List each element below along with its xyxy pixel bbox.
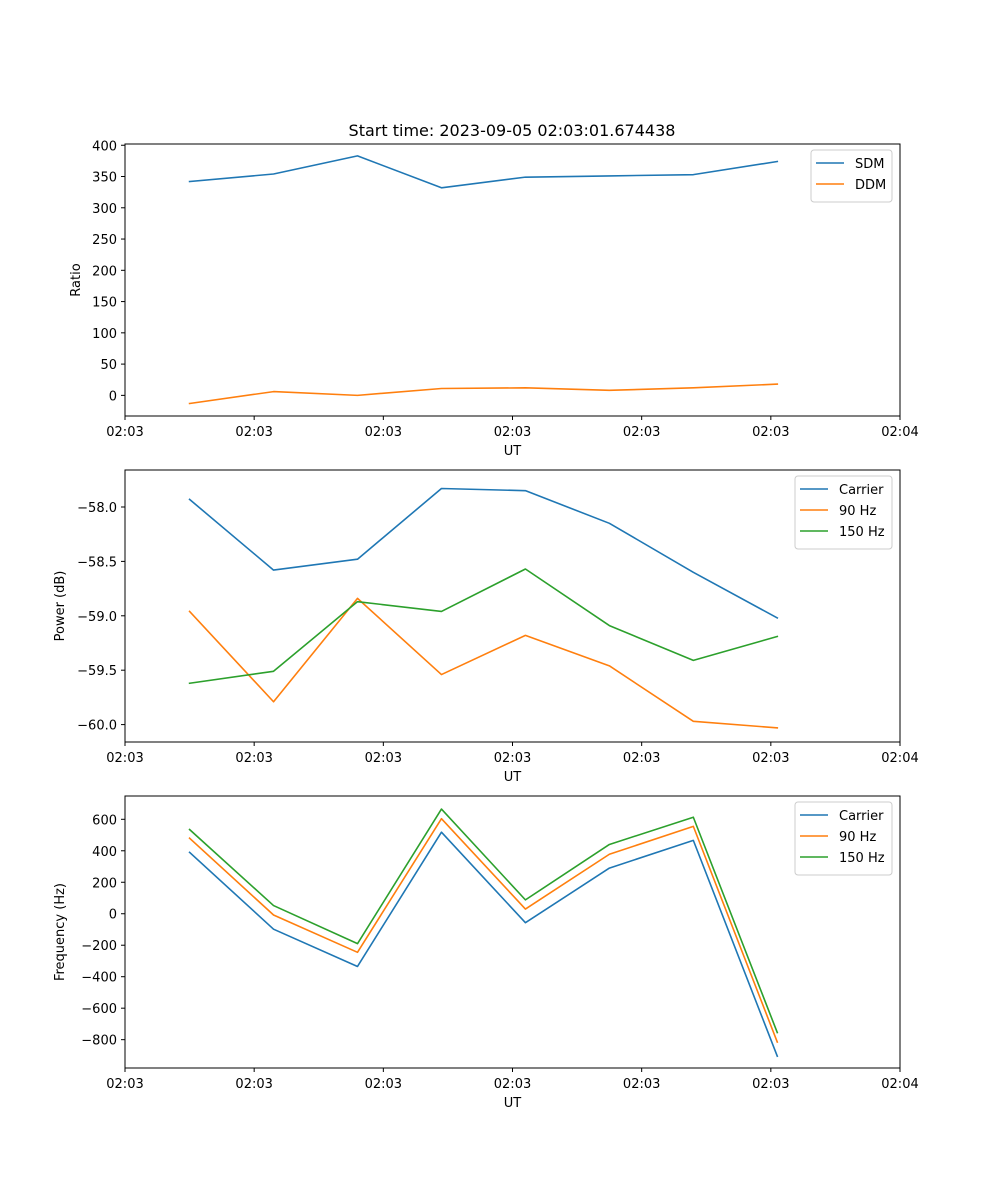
- ratio-y-tick-label: 50: [100, 358, 117, 373]
- ratio-panel: 02:03 02:03 02:03 02:03 02:03 02:03 02:04 0 50 10…: [69, 139, 919, 459]
- ratio-legend-label-sdm: SDM: [855, 157, 884, 172]
- power-x-tick-label: 02:03: [365, 751, 402, 766]
- ratio-y-tick-label: 0: [109, 389, 117, 404]
- frequency-series-90-hz-line: [188, 817, 779, 1044]
- frequency-x-tick-label: 02:03: [106, 1077, 143, 1092]
- power-y-tick-label: −60.0: [77, 719, 117, 734]
- ratio-x-axis-label: UT: [504, 444, 522, 459]
- ratio-x-tick-label: 02:03: [235, 425, 272, 440]
- power-x-tick-label: 02:03: [235, 751, 272, 766]
- power-x-tick-label: 02:03: [623, 751, 660, 766]
- ratio-axes-frame: [124, 143, 901, 417]
- frequency-y-tick-label: −800: [81, 1034, 117, 1049]
- frequency-y-tick-label: −400: [81, 971, 117, 986]
- ratio-y-tick-label: 200: [92, 264, 117, 279]
- frequency-x-tick-label: 02:03: [494, 1077, 531, 1092]
- power-x-axis-label: UT: [504, 770, 522, 785]
- ratio-y-axis-label: Ratio: [69, 263, 84, 296]
- frequency-y-axis-label: Frequency (Hz): [53, 883, 68, 981]
- frequency-panel: 02:03 02:03 02:03 02:03 02:03 02:03 02:04 −800 −…: [53, 795, 919, 1111]
- frequency-x-axis-label: UT: [504, 1096, 522, 1111]
- ratio-x-tick-label: 02:03: [623, 425, 660, 440]
- ratio-y-tick-label: 100: [92, 327, 117, 342]
- power-legend-label-90-hz: 90 Hz: [839, 504, 876, 519]
- power-legend-label-150-hz: 150 Hz: [839, 525, 885, 540]
- power-panel: 02:03 02:03 02:03 02:03 02:03 02:03 02:04 −60.0…: [53, 469, 919, 785]
- ratio-y-tick-label: 250: [92, 233, 117, 248]
- frequency-axes-frame: [124, 795, 901, 1069]
- frequency-x-tick-label: 02:03: [235, 1077, 272, 1092]
- frequency-x-tick-label: 02:03: [623, 1077, 660, 1092]
- frequency-y-tick-label: 200: [92, 876, 117, 891]
- frequency-x-tick-label: 02:03: [365, 1077, 402, 1092]
- power-y-tick-label: −58.5: [77, 555, 117, 570]
- power-x-tick-label: 02:04: [881, 751, 918, 766]
- ratio-x-tick-label: 02:03: [106, 425, 143, 440]
- ratio-legend-label-ddm: DDM: [855, 178, 886, 193]
- power-y-axis-label: Power (dB): [53, 571, 68, 642]
- frequency-legend-label-90-hz: 90 Hz: [839, 830, 876, 845]
- frequency-y-tick-label: −200: [81, 939, 117, 954]
- power-series-90-hz-line: [188, 597, 779, 729]
- figure-title: Start time: 2023-09-05 02:03:01.674438: [349, 121, 676, 140]
- frequency-x-tick-label: 02:04: [881, 1077, 918, 1092]
- ratio-x-tick-label: 02:04: [881, 425, 918, 440]
- frequency-legend-label-150-hz: 150 Hz: [839, 851, 885, 866]
- power-x-tick-label: 02:03: [106, 751, 143, 766]
- frequency-series-carrier-line: [188, 831, 779, 1058]
- power-legend-label-carrier: Carrier: [839, 483, 884, 498]
- ratio-series-sdm-line: [188, 155, 779, 189]
- frequency-y-tick-label: 400: [92, 845, 117, 860]
- power-y-tick-label: −58.0: [77, 501, 117, 516]
- ratio-x-tick-label: 02:03: [494, 425, 531, 440]
- ratio-x-tick-label: 02:03: [752, 425, 789, 440]
- ratio-x-tick-label: 02:03: [365, 425, 402, 440]
- ratio-legend: SDM DDM: [810, 149, 893, 203]
- ratio-y-tick-label: 400: [92, 139, 117, 154]
- ratio-y-tick-label: 350: [92, 171, 117, 186]
- ratio-y-tick-label: 300: [92, 202, 117, 217]
- frequency-x-tick-label: 02:03: [752, 1077, 789, 1092]
- frequency-y-tick-label: −600: [81, 1002, 117, 1017]
- power-x-tick-label: 02:03: [752, 751, 789, 766]
- power-series-150-hz-line: [188, 568, 779, 685]
- frequency-legend-label-carrier: Carrier: [839, 809, 884, 824]
- frequency-legend: Carrier 90 Hz 150 Hz: [794, 801, 893, 876]
- frequency-series-150-hz-line: [188, 808, 779, 1034]
- frequency-y-tick-label: 600: [92, 813, 117, 828]
- power-legend: Carrier 90 Hz 150 Hz: [794, 475, 893, 550]
- power-y-tick-label: −59.0: [77, 610, 117, 625]
- power-y-tick-label: −59.5: [77, 664, 117, 679]
- ratio-series-ddm-line: [188, 383, 779, 405]
- power-axes-frame: [124, 469, 901, 743]
- frequency-y-tick-label: 0: [109, 908, 117, 923]
- power-x-tick-label: 02:03: [494, 751, 531, 766]
- ratio-y-tick-label: 150: [92, 296, 117, 311]
- power-series-carrier-line: [188, 487, 779, 620]
